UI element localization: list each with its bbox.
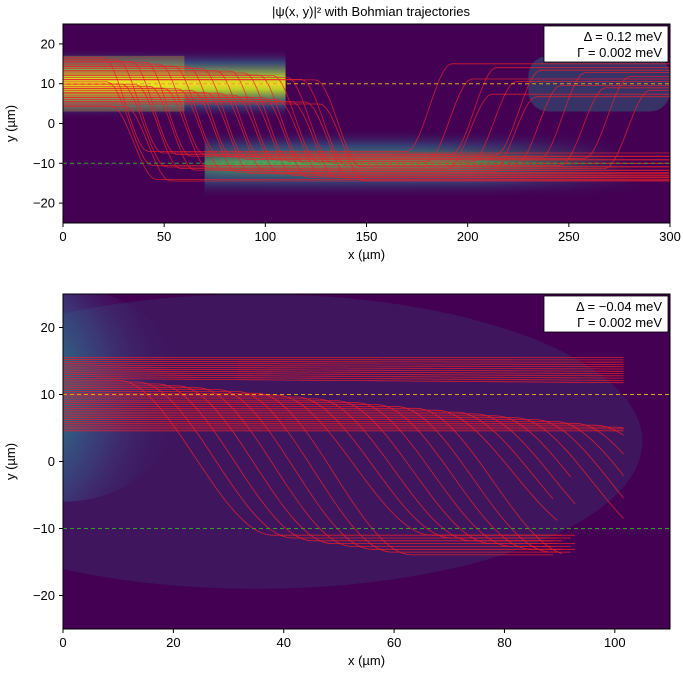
x-tick-label: 250 bbox=[558, 229, 580, 244]
y-tick-label: −10 bbox=[33, 521, 55, 536]
trajectory-line bbox=[63, 375, 624, 381]
trajectory-line bbox=[63, 426, 624, 429]
trajectories bbox=[63, 357, 624, 556]
trajectory-line bbox=[63, 396, 571, 539]
x-tick-label: 20 bbox=[166, 635, 180, 650]
y-tick-label: 0 bbox=[48, 454, 55, 469]
x-tick-label: 100 bbox=[604, 635, 626, 650]
trajectory-line bbox=[63, 419, 624, 499]
trajectory-line bbox=[63, 424, 624, 436]
trajectory-line bbox=[63, 387, 571, 547]
trajectory-line bbox=[63, 372, 624, 377]
trajectory-line bbox=[63, 404, 576, 550]
trajectories bbox=[63, 57, 670, 182]
y-axis-label: y (µm) bbox=[3, 443, 18, 480]
trajectory-line bbox=[63, 394, 576, 536]
annotation-text: Γ = 0.002 meV bbox=[577, 315, 662, 330]
y-tick-label: 0 bbox=[48, 116, 55, 131]
y-tick-label: 20 bbox=[41, 320, 55, 335]
trajectory-line bbox=[63, 81, 670, 166]
chart-2-panel: 0 20 40 60 80 100 −20 −10 0 10 20 x (µm) y (µm) Δ = −… bbox=[3, 293, 671, 668]
annotation-box bbox=[543, 25, 669, 63]
trajectory-line bbox=[63, 420, 624, 476]
trajectory-line bbox=[63, 92, 670, 173]
trajectory-line bbox=[63, 389, 562, 550]
trajectory-line bbox=[63, 65, 670, 157]
trajectory-line bbox=[63, 370, 624, 375]
trajectory-line bbox=[63, 413, 576, 505]
trajectory-line bbox=[63, 407, 562, 554]
trajectory-line bbox=[63, 368, 624, 372]
x-tick-label: 200 bbox=[457, 229, 479, 244]
trajectory-line bbox=[63, 88, 670, 171]
y-tick-label: 10 bbox=[41, 76, 55, 91]
trajectory-line bbox=[63, 105, 670, 180]
trajectory-line bbox=[63, 390, 558, 553]
x-tick-label: 60 bbox=[387, 635, 401, 650]
trajectory-line bbox=[63, 70, 670, 161]
x-tick-label: 50 bbox=[157, 229, 171, 244]
y-tick-label: −10 bbox=[33, 156, 55, 171]
x-tick-label: 80 bbox=[497, 635, 511, 650]
intensity-hotspot bbox=[63, 294, 185, 502]
y-axis-label: y (µm) bbox=[3, 105, 18, 142]
x-tick-label: 300 bbox=[659, 229, 681, 244]
trajectory-line bbox=[63, 400, 558, 544]
trajectory-line bbox=[63, 360, 624, 363]
plot-area-2 bbox=[63, 294, 670, 629]
annotation-text: Δ = −0.04 meV bbox=[576, 299, 662, 314]
trajectory-line bbox=[63, 83, 670, 168]
trajectory-line bbox=[63, 377, 624, 384]
annotation-box bbox=[543, 295, 669, 333]
y-tick-label: −20 bbox=[33, 196, 55, 211]
trajectory-line bbox=[63, 364, 624, 368]
trajectory-line bbox=[63, 87, 670, 170]
x-tick-label: 150 bbox=[356, 229, 378, 244]
trajectory-line bbox=[63, 405, 571, 553]
y-tick-label: −20 bbox=[33, 588, 55, 603]
trajectory-line bbox=[63, 422, 624, 455]
x-axis-label: x (µm) bbox=[348, 653, 385, 668]
x-tick-label: 0 bbox=[59, 229, 66, 244]
annotation-text: Γ = 0.002 meV bbox=[577, 45, 662, 60]
trajectory-line bbox=[63, 402, 553, 547]
trajectory-line bbox=[63, 415, 572, 478]
trajectory-line bbox=[63, 106, 670, 182]
trajectory-line bbox=[63, 374, 624, 379]
x-axis-label: x (µm) bbox=[348, 247, 385, 262]
annotation-text: Δ = 0.12 meV bbox=[584, 29, 663, 44]
x-tick-label: 0 bbox=[59, 635, 66, 650]
y-tick-label: 10 bbox=[41, 387, 55, 402]
trajectory-line bbox=[63, 362, 624, 365]
intensity-band-revival bbox=[528, 55, 670, 112]
x-tick-label: 100 bbox=[254, 229, 276, 244]
trajectory-line bbox=[63, 59, 670, 154]
trajectory-line bbox=[63, 57, 670, 152]
x-tick-label: 40 bbox=[276, 635, 290, 650]
trajectory-line bbox=[63, 94, 670, 175]
trajectory-line bbox=[63, 392, 553, 556]
trajectory-line bbox=[63, 366, 624, 370]
y-tick-label: 20 bbox=[41, 36, 55, 51]
trajectory-line bbox=[63, 101, 670, 178]
chart-1-title: |ψ(x, y)|² with Bohmian trajectories bbox=[272, 4, 471, 19]
trajectory-line bbox=[63, 409, 558, 521]
trajectory-line bbox=[63, 99, 670, 177]
chart-1-panel: 0 50 100 150 200 250 300 −20 −10 0 10 20 x (µm) y (µm… bbox=[3, 23, 681, 262]
trajectory-line bbox=[63, 75, 670, 163]
